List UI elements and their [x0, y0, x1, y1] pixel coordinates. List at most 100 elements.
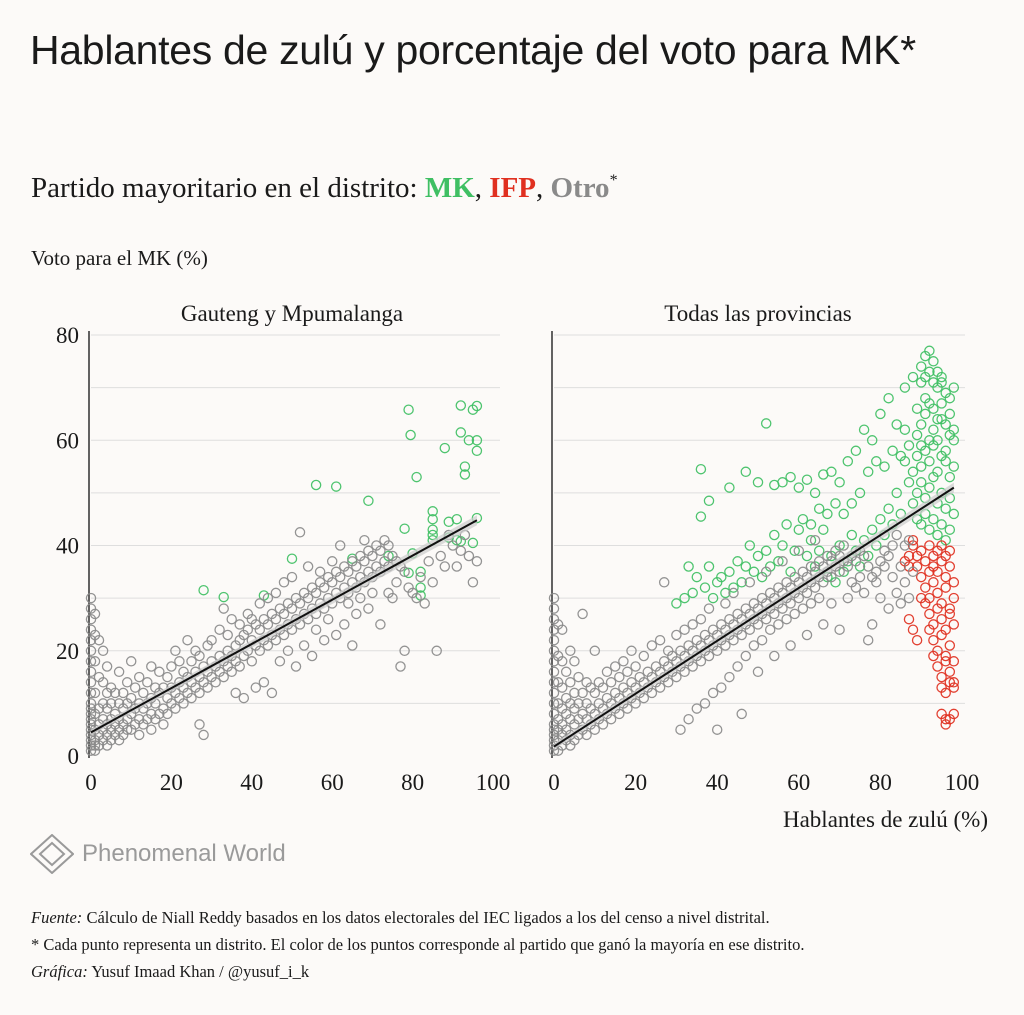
scatter-point-otro: [903, 592, 915, 604]
scatter-point-otro: [895, 598, 907, 609]
scatter-point-otro: [760, 566, 772, 578]
scatter-point-otro: [871, 566, 882, 578]
scatter-point-mk: [924, 524, 935, 535]
scatter-point-otro: [89, 656, 101, 667]
scatter-point-mk: [907, 466, 919, 478]
scatter-point-mk: [703, 561, 715, 572]
scatter-point-mk: [769, 529, 780, 541]
scatter-point-mk: [777, 540, 788, 551]
scatter-point-otro: [226, 666, 237, 678]
scatter-point-mk: [695, 511, 707, 522]
scatter-point-mk: [915, 477, 927, 488]
scatter-point-ifp: [911, 550, 923, 562]
scatter-point-otro: [589, 687, 601, 699]
scatter-point-mk: [740, 466, 752, 478]
scatter-point-otro: [622, 666, 633, 678]
scatter-point-otro: [573, 671, 584, 683]
scatter-point-otro: [375, 545, 386, 557]
scatter-point-otro: [548, 634, 560, 646]
scatter-point-otro: [654, 682, 666, 693]
source-note: Fuente: Cálculo de Niall Reddy basados e…: [31, 904, 1011, 931]
scatter-point-otro: [626, 645, 637, 657]
scatter-point-mk: [903, 477, 915, 488]
scatter-point-otro: [121, 677, 133, 688]
scatter-point-otro: [258, 677, 270, 688]
scatter-point-otro: [834, 566, 845, 578]
scatter-point-mk: [471, 400, 483, 412]
scatter-point-mk: [834, 477, 845, 488]
scatter-point-mk: [813, 545, 825, 557]
scatter-point-otro: [129, 682, 141, 693]
scatter-point-mk: [915, 519, 927, 530]
scatter-point-mk: [748, 566, 760, 578]
scatter-point-mk: [467, 537, 479, 549]
scatter-point-ifp: [948, 592, 960, 604]
x-tick-label: 60: [321, 770, 344, 795]
scatter-point-otro: [246, 656, 258, 667]
scatter-point-mk: [443, 516, 455, 528]
y-tick-label: 40: [56, 534, 79, 559]
scatter-point-mk: [439, 442, 451, 454]
scatter-point-otro: [773, 619, 784, 630]
scatter-point-otro: [658, 577, 670, 588]
scatter-point-otro: [781, 613, 792, 625]
scatter-point-mk: [427, 524, 438, 535]
scatter-point-otro: [862, 561, 874, 572]
scatter-point-otro: [597, 719, 609, 730]
scatter-point-mk: [920, 392, 931, 404]
scatter-point-otro: [343, 598, 354, 609]
scatter-point-otro: [614, 671, 625, 683]
scatter-point-mk: [928, 424, 939, 435]
scatter-point-mk: [924, 366, 935, 378]
scatter-point-otro: [326, 577, 338, 588]
scatter-point-otro: [194, 687, 205, 699]
scatter-point-ifp: [944, 545, 956, 557]
trend-line: [553, 486, 955, 748]
scatter-point-mk: [932, 529, 943, 541]
scatter-point-otro: [451, 561, 463, 572]
credit-text: Yusuf Imaad Khan / @yusuf_i_k: [87, 962, 310, 981]
scatter-point-otro: [695, 656, 707, 667]
scatter-point-otro: [310, 624, 322, 635]
scatter-point-mk: [883, 503, 894, 514]
scatter-point-mk: [399, 523, 410, 534]
scatter-point-otro: [278, 577, 290, 588]
scatter-point-otro: [728, 634, 739, 646]
scatter-point-otro: [646, 640, 658, 651]
scatter-point-otro: [556, 624, 568, 635]
scatter-point-otro: [178, 698, 189, 709]
scatter-point-ifp: [924, 624, 935, 635]
scatter-point-mk: [728, 582, 739, 593]
scatter-point-otro: [89, 608, 101, 620]
scatter-point-mk: [724, 482, 735, 493]
legend-mk: MK: [424, 172, 475, 204]
scatter-point-mk: [707, 592, 719, 604]
scatter-point-mk: [915, 440, 927, 451]
scatter-point-otro: [339, 619, 350, 630]
scatter-point-otro: [142, 677, 153, 688]
scatter-point-otro: [85, 592, 97, 604]
scatter-point-otro: [675, 724, 686, 735]
scatter-point-otro: [133, 729, 145, 741]
scatter-point-mk: [940, 445, 951, 457]
scatter-point-mk: [891, 487, 902, 499]
scatter-point-otro: [113, 666, 125, 678]
scatter-point-mk: [842, 456, 854, 467]
panel-title: Todas las provincias: [664, 301, 852, 326]
scatter-point-otro: [838, 540, 849, 551]
scatter-point-otro: [679, 666, 690, 678]
scatter-point-mk: [773, 556, 784, 567]
scatter-point-ifp: [907, 534, 919, 546]
scatter-point-otro: [85, 708, 97, 720]
scatter-point-mk: [911, 450, 923, 462]
scatter-point-otro: [777, 556, 788, 567]
scatter-point-ifp: [915, 571, 927, 583]
scatter-point-otro: [618, 656, 629, 667]
scatter-point-otro: [866, 619, 878, 630]
scatter-point-ifp: [928, 634, 939, 646]
scatter-point-otro: [548, 603, 560, 614]
scatter-point-mk: [879, 461, 890, 472]
scatter-point-otro: [274, 656, 286, 667]
scatter-point-otro: [419, 598, 430, 609]
scatter-point-otro: [744, 624, 756, 635]
